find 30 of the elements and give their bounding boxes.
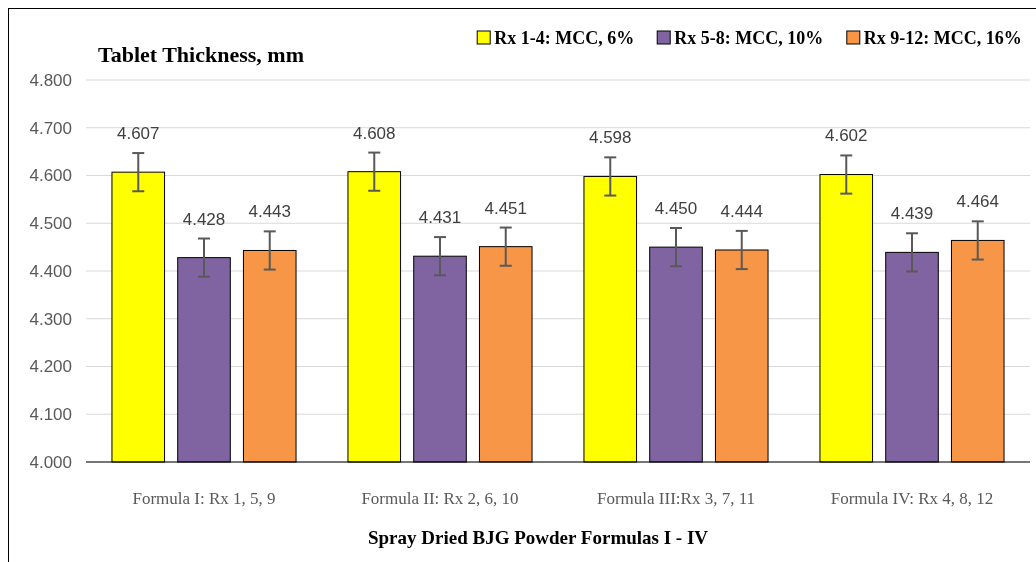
- y-tick-label: 4.400: [29, 261, 72, 281]
- data-label: 4.608: [352, 123, 396, 143]
- y-tick-label: 4.100: [29, 405, 72, 425]
- data-label: 4.450: [654, 199, 698, 219]
- legend-label: Rx 9-12: MCC, 16%: [863, 28, 1022, 48]
- data-label: 4.451: [484, 198, 528, 218]
- chart-title: Tablet Thickness, mm: [98, 42, 304, 67]
- x-tick-label: Formula II: Rx 2, 6, 10: [361, 489, 519, 508]
- y-tick-label: 4.000: [29, 452, 72, 472]
- data-label: 4.602: [824, 126, 868, 146]
- data-label: 4.598: [588, 128, 632, 148]
- data-label: 4.444: [720, 201, 764, 221]
- y-tick-label: 4.800: [29, 70, 72, 90]
- y-tick-label: 4.500: [29, 214, 72, 234]
- data-label: 4.428: [182, 209, 226, 229]
- y-tick-label: 4.200: [29, 357, 72, 377]
- data-label: 4.464: [956, 192, 1000, 212]
- y-tick-label: 4.600: [29, 166, 72, 186]
- x-tick-label: Formula I: Rx 1, 5, 9: [132, 489, 276, 508]
- data-label: 4.607: [116, 124, 160, 144]
- x-tick-label: Formula III:Rx 3, 7, 11: [596, 489, 756, 508]
- data-label: 4.443: [248, 202, 292, 222]
- y-tick-label: 4.700: [29, 118, 72, 138]
- legend-label: Rx 1-4: MCC, 6%: [494, 28, 635, 48]
- x-tick-label: Formula IV: Rx 4, 8, 12: [830, 489, 994, 508]
- data-label: 4.439: [890, 204, 934, 224]
- legend-label: Rx 5-8: MCC, 10%: [674, 28, 824, 48]
- data-label: 4.431: [418, 208, 462, 228]
- x-axis-title: Spray Dried BJG Powder Formulas I - IV: [367, 527, 709, 548]
- y-tick-label: 4.300: [29, 309, 72, 329]
